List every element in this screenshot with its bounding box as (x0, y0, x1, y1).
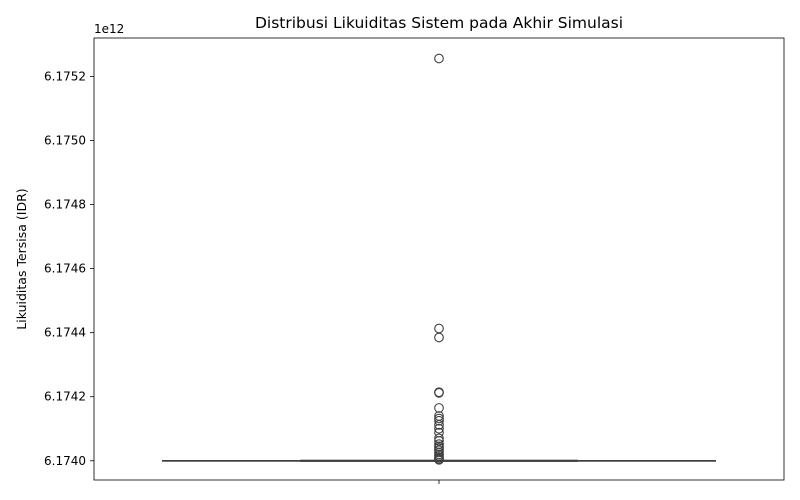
y-tick-label: 6.1748 (44, 198, 86, 212)
outlier-point (434, 403, 444, 413)
chart-title: Distribusi Likuiditas Sistem pada Akhir … (255, 14, 623, 32)
outlier-point (434, 423, 444, 434)
outlier-point (434, 420, 444, 430)
y-tick-label: 6.1752 (44, 69, 86, 83)
outlier-point (434, 53, 444, 64)
outlier-point (434, 323, 444, 334)
y-tick-label: 6.1740 (44, 454, 86, 468)
axes-frame (93, 37, 785, 481)
y-ticks: 6.1740 6.1742 6.1744 6.1746 6.1748 6.1750 6.17… (44, 69, 94, 468)
y-tick-label: 6.1742 (44, 390, 86, 404)
outlier-point (434, 454, 444, 465)
title-group: Distribusi Likuiditas Sistem pada Akhir … (255, 14, 623, 32)
y-axis-label: Likuiditas Tersisa (IDR) (14, 188, 29, 329)
y-offset-label: 1e12 (94, 22, 124, 36)
y-tick-label: 6.1750 (44, 133, 86, 147)
outlier-point (434, 436, 444, 446)
outlier-point (434, 388, 444, 398)
y-tick-label: 6.1744 (44, 326, 86, 340)
outlier-point (434, 415, 444, 426)
outlier-point (434, 332, 444, 343)
outlier-point (434, 433, 444, 444)
plot-area (162, 53, 716, 465)
y-tick-label: 6.1746 (44, 262, 86, 276)
